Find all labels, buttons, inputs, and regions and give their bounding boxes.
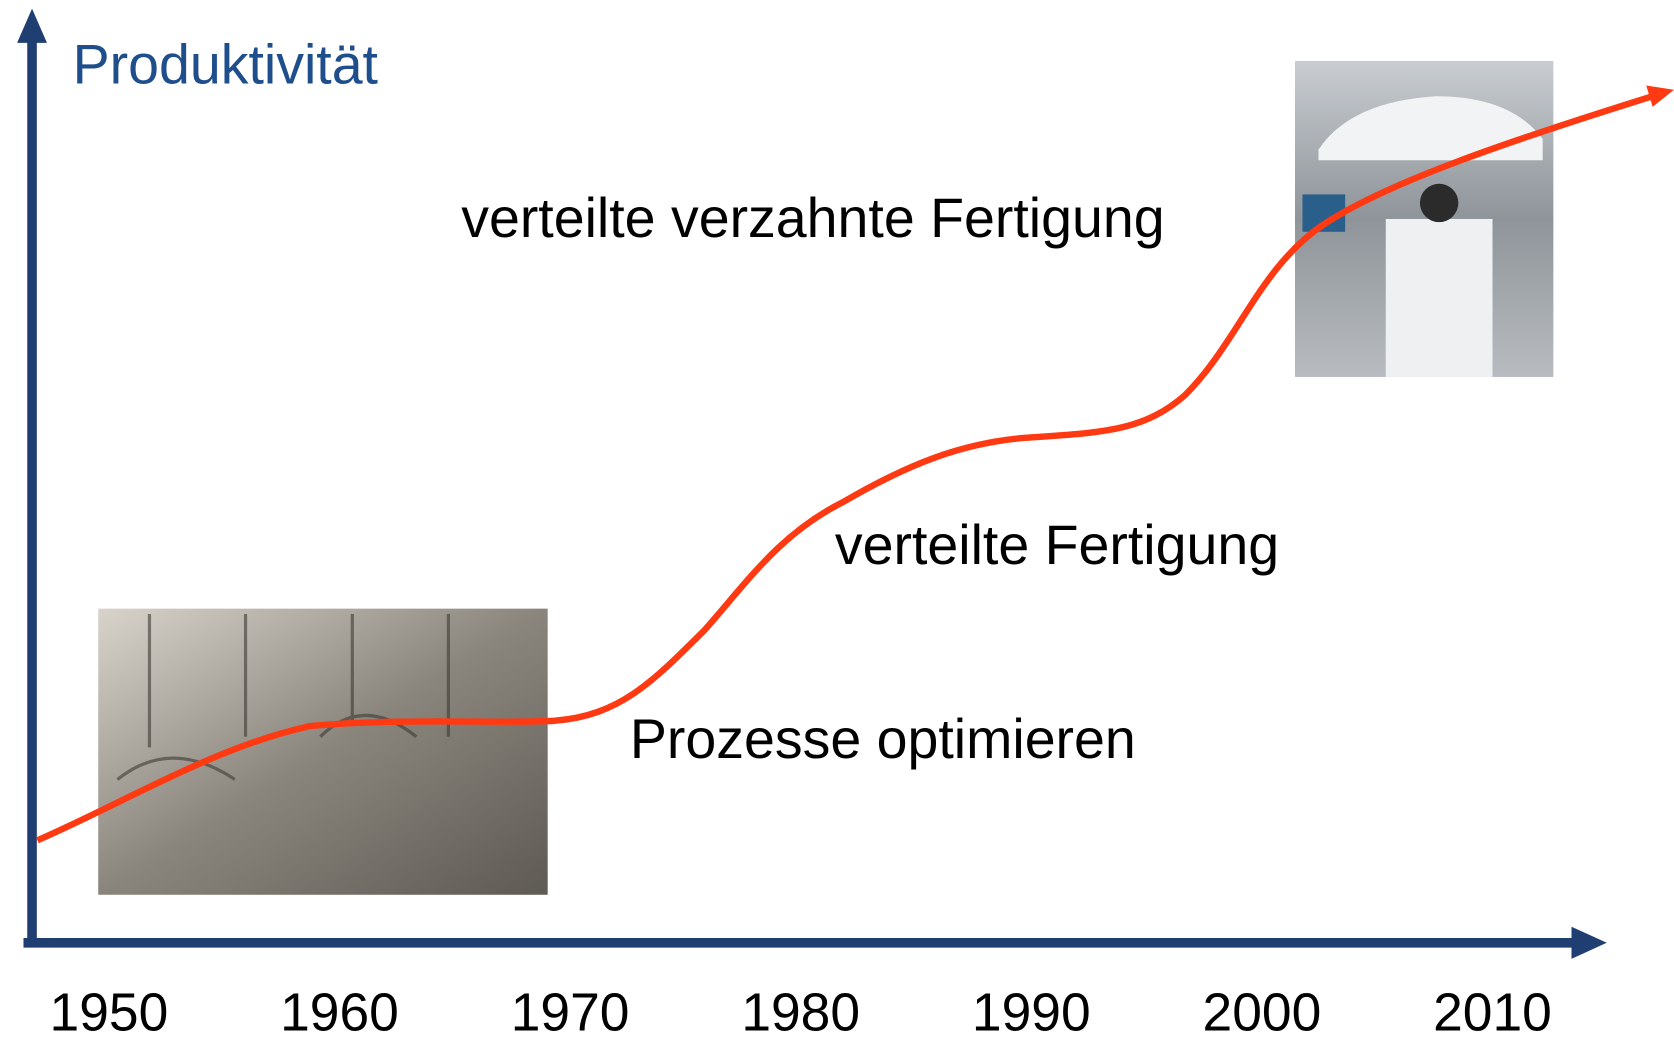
x-axis-arrow xyxy=(1571,926,1607,959)
x-label: 1970 xyxy=(511,983,630,1039)
x-labels: 1950 1960 1970 1980 1990 2000 2010 xyxy=(50,983,1552,1039)
y-axis-arrow xyxy=(17,8,47,43)
x-label: 1960 xyxy=(280,983,399,1039)
y-axis-label: Produktivität xyxy=(73,33,379,95)
curve-arrow xyxy=(1646,85,1674,107)
x-label: 2010 xyxy=(1433,983,1552,1039)
x-label: 1950 xyxy=(50,983,169,1039)
annotation: Prozesse optimieren xyxy=(630,708,1136,770)
annotation: verteilte Fertigung xyxy=(835,514,1279,576)
x-label: 1980 xyxy=(741,983,860,1039)
x-label: 1990 xyxy=(972,983,1091,1039)
factory-photo-old xyxy=(98,608,548,895)
factory-photo-old-detail xyxy=(116,613,450,781)
productivity-curve xyxy=(36,93,1654,844)
annotation: verteilte verzahnte Fertigung xyxy=(461,187,1164,249)
x-label: 2000 xyxy=(1203,983,1322,1039)
